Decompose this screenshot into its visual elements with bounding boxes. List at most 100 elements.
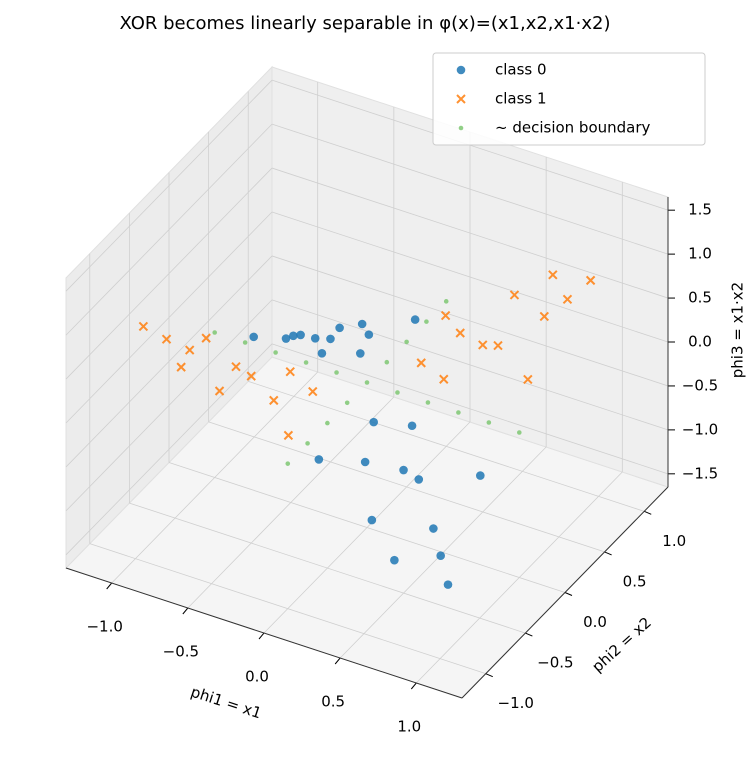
- point: [184, 345, 195, 355]
- point: [517, 430, 522, 435]
- point: [310, 333, 320, 343]
- point: [367, 515, 377, 525]
- point: [478, 340, 488, 350]
- point: [416, 358, 426, 368]
- grid-line: [271, 167, 669, 299]
- x-tick: [258, 632, 265, 640]
- y-tick: [485, 673, 493, 678]
- point: [443, 299, 449, 304]
- y-tick-label: 0.0: [583, 613, 607, 631]
- x-tick: [334, 657, 341, 665]
- point: [285, 366, 295, 377]
- point: [436, 551, 445, 560]
- point: [231, 362, 241, 372]
- x-tick-label: 0.0: [245, 668, 269, 686]
- point: [407, 421, 417, 431]
- point: [456, 410, 461, 415]
- point: [344, 400, 350, 406]
- point: [548, 270, 558, 280]
- grid-line: [65, 343, 273, 556]
- grid-line: [65, 211, 273, 424]
- point: [138, 321, 149, 332]
- z-tick-label: 1.5: [688, 201, 712, 219]
- point: [399, 465, 408, 475]
- point: [308, 386, 318, 397]
- point: [404, 339, 409, 345]
- point: [562, 294, 573, 305]
- legend-marker: [456, 94, 466, 104]
- point: [161, 334, 172, 344]
- y-tick: [604, 551, 612, 556]
- point: [429, 524, 438, 533]
- point: [390, 555, 399, 565]
- point: [289, 331, 298, 341]
- point: [369, 417, 378, 427]
- x-tick-label: −1.0: [86, 618, 122, 636]
- point: [305, 441, 310, 446]
- grid-line: [271, 123, 669, 255]
- grid-line: [65, 299, 273, 512]
- point: [269, 395, 279, 406]
- point: [285, 461, 291, 466]
- point: [283, 430, 294, 441]
- point: [364, 330, 374, 339]
- point: [364, 380, 370, 385]
- legend-box: [432, 52, 706, 146]
- legend-label: ~ decision boundary: [495, 119, 651, 137]
- point: [384, 359, 390, 365]
- grid-line: [271, 343, 669, 475]
- x-tick: [410, 682, 417, 690]
- y-tick-label: 1.0: [662, 532, 686, 550]
- x-tick-label: 1.0: [397, 718, 421, 736]
- point: [493, 340, 503, 351]
- x-tick-label: 0.5: [321, 693, 345, 711]
- grid-line: [248, 380, 645, 512]
- point: [523, 374, 533, 385]
- point: [425, 400, 431, 405]
- point: [317, 348, 327, 358]
- point: [357, 319, 367, 329]
- point: [314, 455, 324, 464]
- point: [395, 390, 400, 395]
- point: [326, 334, 335, 344]
- point: [509, 290, 520, 300]
- point: [273, 350, 278, 355]
- point: [249, 332, 258, 342]
- z-tick-label: 0.5: [688, 289, 712, 307]
- chart-title: XOR becomes linearly separable in φ(x)=(…: [120, 13, 611, 34]
- x-axis: [65, 567, 463, 699]
- point: [201, 333, 211, 343]
- grid-line: [65, 255, 273, 468]
- grid-line: [89, 543, 486, 675]
- point: [242, 340, 248, 345]
- y-tick-label: −0.5: [537, 654, 573, 672]
- x-tick: [106, 582, 113, 590]
- legend-label: class 1: [495, 90, 547, 108]
- grid-line: [168, 462, 566, 593]
- z-tick-label: −0.5: [682, 376, 718, 394]
- point: [585, 275, 596, 286]
- point: [214, 386, 225, 396]
- point: [486, 420, 492, 425]
- point: [246, 371, 256, 381]
- y-tick: [525, 632, 533, 637]
- point: [281, 334, 291, 343]
- z-tick-label: 0.0: [688, 333, 712, 351]
- grid-line: [65, 79, 273, 292]
- grid-line: [271, 255, 669, 387]
- x-axis-label: phi1 = x1: [189, 683, 264, 723]
- y-tick: [644, 510, 652, 515]
- point: [360, 457, 370, 467]
- point: [325, 420, 330, 426]
- grid-line: [65, 167, 273, 380]
- point: [296, 330, 305, 340]
- y-axis: [461, 486, 669, 699]
- grid-line: [208, 421, 605, 553]
- point: [176, 362, 186, 372]
- point: [356, 349, 365, 358]
- point: [439, 374, 449, 384]
- grid-line: [271, 211, 669, 343]
- y-tick-label: 0.5: [623, 572, 647, 590]
- grid-line: [129, 502, 526, 634]
